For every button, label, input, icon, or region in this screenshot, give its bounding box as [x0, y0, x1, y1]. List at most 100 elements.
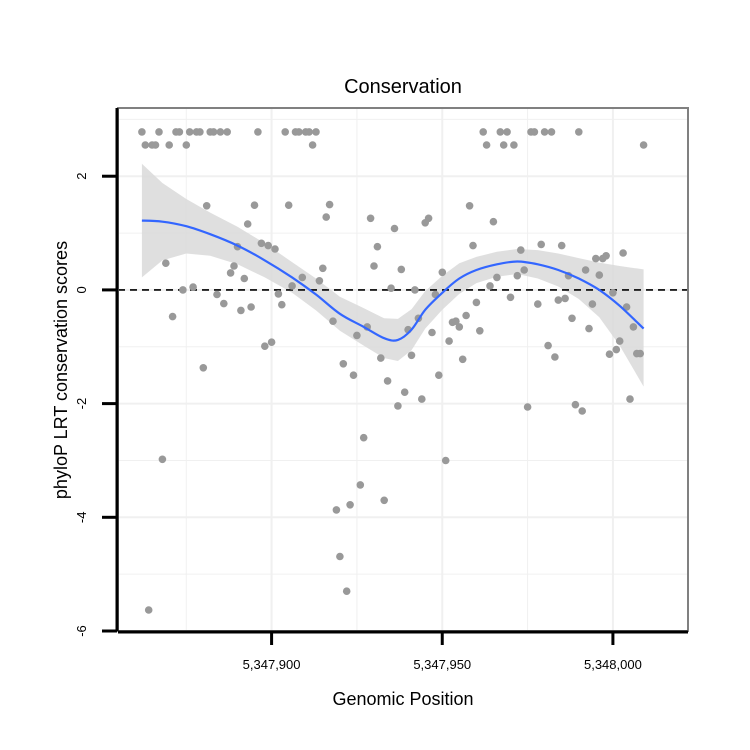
data-point — [636, 349, 644, 358]
data-point — [612, 345, 621, 354]
data-point — [626, 395, 634, 403]
data-point — [585, 324, 593, 333]
data-point — [588, 300, 597, 308]
scatter-points — [138, 128, 648, 614]
data-point — [138, 128, 146, 136]
data-point — [609, 289, 617, 297]
y-axis: -6 -4 -2 0 2 — [74, 108, 119, 637]
y-tick-label: 0 — [74, 286, 89, 293]
data-point — [513, 271, 522, 280]
data-point — [530, 128, 539, 136]
x-tick-label: 5,347,900 — [243, 657, 301, 672]
data-point — [503, 128, 511, 136]
data-point — [482, 141, 491, 149]
data-point — [424, 214, 433, 223]
data-point — [213, 290, 221, 299]
data-point — [339, 360, 348, 368]
data-point — [602, 252, 610, 260]
y-axis-title: phyloP LRT conservation scores — [51, 241, 71, 499]
data-point — [397, 265, 406, 274]
data-point — [551, 353, 559, 361]
data-point — [506, 293, 515, 302]
x-tick-label: 5,348,000 — [584, 657, 642, 672]
data-point — [356, 481, 365, 489]
data-point — [472, 298, 481, 307]
data-point — [243, 220, 252, 228]
data-point — [305, 128, 313, 136]
data-point — [469, 241, 477, 250]
data-point — [332, 506, 341, 514]
data-point — [407, 351, 416, 360]
data-point — [418, 395, 426, 403]
data-point — [615, 337, 624, 345]
data-point — [168, 312, 177, 321]
data-point — [288, 282, 296, 290]
data-point — [284, 201, 293, 209]
confidence-ribbon-layer — [141, 163, 644, 387]
data-point — [165, 141, 173, 149]
data-point — [557, 241, 566, 250]
data-point — [202, 202, 211, 210]
data-point — [592, 254, 600, 263]
data-point — [639, 141, 648, 149]
data-point — [455, 323, 464, 331]
data-point — [216, 128, 225, 136]
data-point — [465, 202, 474, 210]
data-point — [411, 286, 419, 294]
data-point — [595, 271, 604, 279]
data-point — [315, 277, 324, 285]
data-point — [182, 141, 191, 149]
data-point — [342, 587, 351, 595]
data-point — [578, 407, 586, 415]
data-point — [336, 552, 344, 561]
data-point — [373, 242, 382, 251]
data-point — [155, 128, 163, 136]
data-point — [554, 296, 563, 304]
data-point — [325, 200, 334, 209]
data-point — [445, 337, 453, 345]
data-point — [359, 433, 368, 442]
data-point — [264, 241, 273, 250]
data-point — [346, 501, 354, 509]
data-point — [489, 217, 498, 226]
data-point — [196, 128, 204, 136]
data-point — [267, 338, 276, 347]
data-point — [141, 141, 150, 149]
data-point — [540, 128, 549, 136]
data-point — [605, 350, 614, 359]
plot-panel — [118, 108, 688, 631]
data-point — [390, 224, 399, 233]
x-axis-title: Genomic Position — [332, 689, 473, 709]
data-point — [452, 317, 460, 326]
data-point — [380, 496, 389, 505]
data-point — [250, 201, 259, 209]
data-point — [312, 128, 320, 136]
data-point — [175, 128, 184, 136]
data-point — [274, 290, 283, 298]
data-point — [377, 354, 385, 362]
data-point — [144, 606, 153, 614]
data-point — [493, 273, 501, 282]
data-point — [319, 264, 327, 273]
data-point — [230, 262, 238, 270]
data-point — [366, 214, 375, 223]
data-point — [349, 371, 358, 380]
data-point — [428, 328, 436, 337]
data-point — [189, 283, 197, 291]
data-point — [226, 269, 235, 277]
data-point — [151, 141, 160, 149]
smooth-line-layer — [141, 219, 645, 342]
data-point — [537, 240, 545, 249]
data-point — [223, 128, 231, 136]
data-point — [158, 455, 167, 464]
data-point — [209, 128, 218, 136]
data-point — [247, 303, 255, 311]
data-point — [261, 342, 269, 351]
data-point — [629, 323, 638, 331]
data-point — [534, 300, 542, 308]
data-point — [353, 331, 361, 340]
data-point — [278, 300, 286, 309]
data-point — [496, 128, 505, 136]
data-point — [510, 141, 518, 149]
